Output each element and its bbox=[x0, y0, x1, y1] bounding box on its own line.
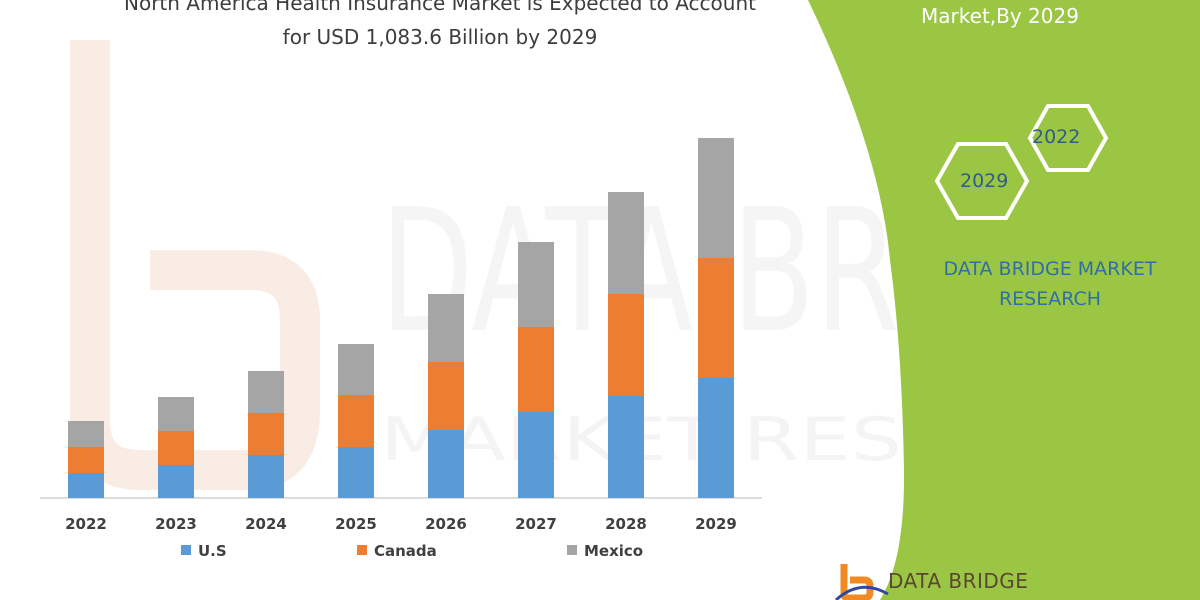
x-tick-labels: 2022 2023 2024 2025 2026 2027 2028 2029 bbox=[65, 515, 737, 533]
brand-text: DATA BRIDGE MARKET RESEARCH bbox=[925, 254, 1175, 314]
bar-canada-2022 bbox=[68, 447, 104, 473]
legend-label-mexico: Mexico bbox=[584, 542, 643, 560]
legend-swatch-mexico bbox=[567, 545, 577, 555]
bar-u-s-2027 bbox=[518, 412, 554, 498]
bar-mexico-2029 bbox=[698, 138, 734, 258]
bar-mexico-2027 bbox=[518, 242, 554, 327]
logo-icon bbox=[834, 564, 889, 600]
brand-text-line1: DATA BRIDGE MARKET bbox=[943, 258, 1157, 280]
bar-mexico-2024 bbox=[248, 371, 284, 413]
x-tick-label-2025: 2025 bbox=[335, 515, 377, 533]
side-panel-title: Market,By 2029 bbox=[921, 4, 1079, 28]
bar-canada-2029 bbox=[698, 258, 734, 378]
x-tick-label-2026: 2026 bbox=[425, 515, 467, 533]
bar-u-s-2029 bbox=[698, 378, 734, 498]
legend-label-canada: Canada bbox=[374, 542, 437, 560]
bar-mexico-2025 bbox=[338, 344, 374, 395]
x-tick-label-2028: 2028 bbox=[605, 515, 647, 533]
bar-canada-2027 bbox=[518, 327, 554, 412]
legend: U.S Canada Mexico bbox=[181, 542, 643, 560]
x-tick-label-2024: 2024 bbox=[245, 515, 287, 533]
hex-2022-icon bbox=[1027, 104, 1109, 172]
hex-2029-icon bbox=[934, 142, 1030, 220]
brand-text-line2: RESEARCH bbox=[998, 288, 1102, 310]
bar-mexico-2026 bbox=[428, 294, 464, 362]
chart-title: North America Health Insurance Market is… bbox=[70, 0, 810, 54]
bar-canada-2023 bbox=[158, 431, 194, 465]
bars-group bbox=[68, 138, 734, 498]
x-tick-label-2029: 2029 bbox=[695, 515, 737, 533]
bar-canada-2026 bbox=[428, 362, 464, 430]
hex-label-2022: 2022 bbox=[1032, 126, 1081, 148]
bar-mexico-2022 bbox=[68, 421, 104, 447]
chart-title-line2: for USD 1,083.6 Billion by 2029 bbox=[282, 25, 598, 49]
bar-canada-2024 bbox=[248, 413, 284, 455]
bar-u-s-2022 bbox=[68, 473, 104, 498]
bar-u-s-2026 bbox=[428, 430, 464, 498]
x-tick-label-2023: 2023 bbox=[155, 515, 197, 533]
bar-canada-2025 bbox=[338, 395, 374, 447]
legend-swatch-canada bbox=[357, 545, 367, 555]
bar-mexico-2023 bbox=[158, 397, 194, 431]
chart-title-line1: North America Health Insurance Market is… bbox=[124, 0, 756, 15]
bar-mexico-2028 bbox=[608, 192, 644, 294]
bar-u-s-2023 bbox=[158, 465, 194, 498]
bar-u-s-2025 bbox=[338, 447, 374, 498]
legend-swatch-u-s bbox=[181, 545, 191, 555]
bar-u-s-2028 bbox=[608, 396, 644, 498]
x-tick-label-2027: 2027 bbox=[515, 515, 557, 533]
bar-canada-2028 bbox=[608, 294, 644, 396]
legend-label-u-s: U.S bbox=[198, 542, 227, 560]
x-tick-label-2022: 2022 bbox=[65, 515, 107, 533]
logo-text: DATA BRIDGE bbox=[888, 569, 1029, 593]
hex-label-2029: 2029 bbox=[960, 170, 1009, 192]
bar-u-s-2024 bbox=[248, 455, 284, 498]
